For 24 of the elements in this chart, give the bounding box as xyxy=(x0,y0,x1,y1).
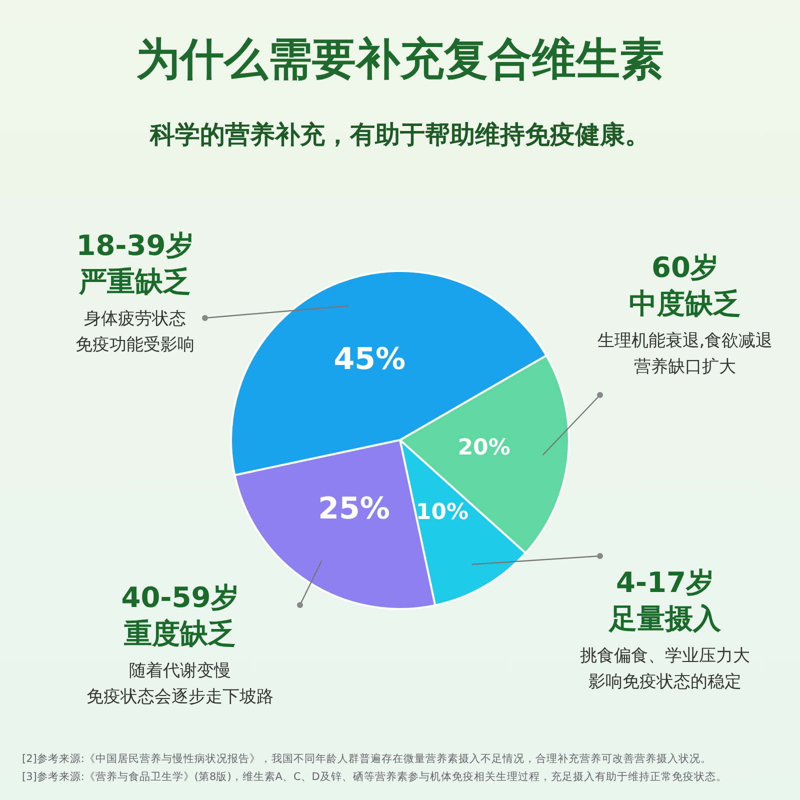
data-label: 10% xyxy=(416,500,469,525)
text: 随着代谢变慢 xyxy=(128,660,232,683)
text: 身体疲劳状态 xyxy=(83,308,187,331)
chart-title: 为什么需要补充复合维生素 xyxy=(135,33,665,87)
text: 挑食偏食、学业压力大 xyxy=(579,645,751,668)
text: 免疫状态会逐步走下坡路 xyxy=(86,686,274,709)
data-label: 25% xyxy=(318,492,390,527)
text: 生理机能衰退,食欲减退 xyxy=(596,330,774,353)
text: 足量摄入 xyxy=(608,601,722,637)
data-label: 45% xyxy=(334,342,406,377)
text: 免疫功能受影响 xyxy=(74,334,196,357)
slice-label: 4-17岁 xyxy=(614,565,716,601)
text: 影响免疫状态的稳定 xyxy=(588,671,742,694)
slice-label: 60岁 xyxy=(650,250,720,286)
text: 严重缺乏 xyxy=(78,264,192,300)
text: 重度缺乏 xyxy=(123,616,237,652)
text: 中度缺乏 xyxy=(628,286,742,322)
text: [3]参考来源:《营养与食品卫生学》(第8版)，维生素A、C、D及锌、硒等营养素参与机体免疫相关生理过程，充足摄入有助于维持正常免疫状态。 xyxy=(22,770,728,785)
chart-subtitle: 科学的营养补充，有助于帮助维持免疫健康。 xyxy=(148,119,651,151)
text: 营养缺口扩大 xyxy=(633,356,737,379)
slice-label: 18-39岁 xyxy=(75,228,195,264)
slice-label: 40-59岁 xyxy=(120,580,240,616)
text: [2]参考来源:《中国居民营养与慢性病状况报告》，我国不同年龄人群普遍存在微量营养素摄入不足情况，合理补充营养可改善营养摄入状况。 xyxy=(22,752,712,767)
data-label: 20% xyxy=(458,436,510,461)
